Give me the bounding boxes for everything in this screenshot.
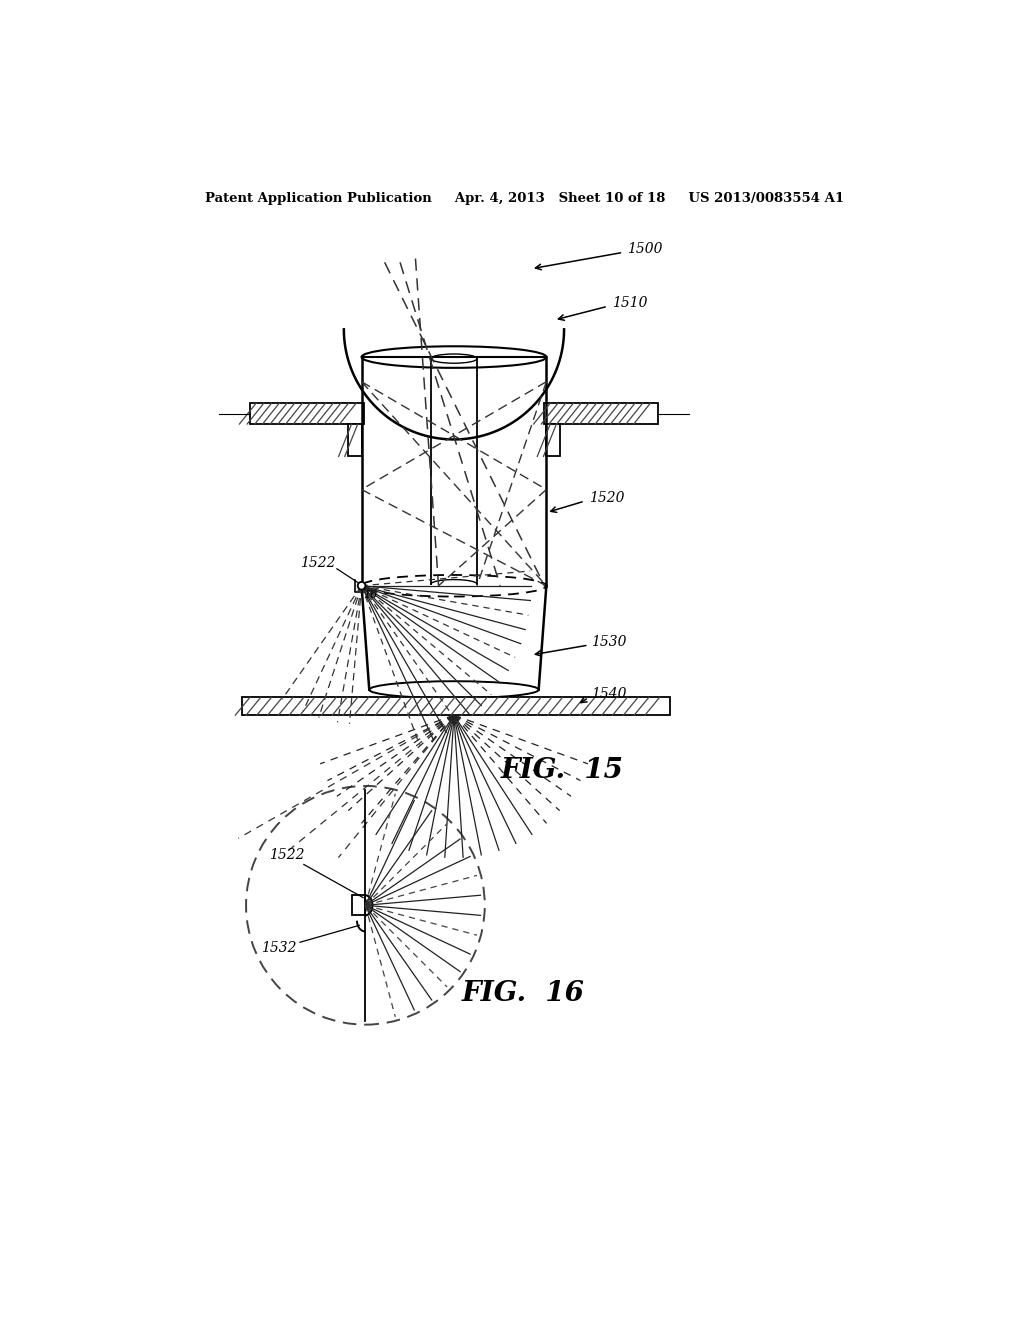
Polygon shape — [348, 424, 361, 457]
Circle shape — [357, 582, 366, 590]
Text: 1520: 1520 — [589, 491, 625, 506]
Text: 1532: 1532 — [261, 941, 297, 954]
Polygon shape — [250, 404, 364, 424]
Text: Patent Application Publication     Apr. 4, 2013   Sheet 10 of 18     US 2013/008: Patent Application Publication Apr. 4, 2… — [205, 191, 845, 205]
Text: 1530: 1530 — [591, 635, 627, 649]
Text: 1510: 1510 — [611, 296, 647, 310]
Text: 1500: 1500 — [628, 243, 663, 256]
Text: FIG.  15: FIG. 15 — [501, 758, 624, 784]
Text: 16: 16 — [364, 590, 378, 601]
Polygon shape — [351, 895, 366, 915]
Text: 1540: 1540 — [591, 688, 627, 701]
Polygon shape — [243, 697, 670, 715]
Text: 1522: 1522 — [269, 849, 305, 862]
Polygon shape — [544, 404, 658, 424]
Text: FIG.  16: FIG. 16 — [462, 981, 585, 1007]
Text: 1522: 1522 — [300, 556, 336, 570]
Polygon shape — [547, 424, 560, 457]
